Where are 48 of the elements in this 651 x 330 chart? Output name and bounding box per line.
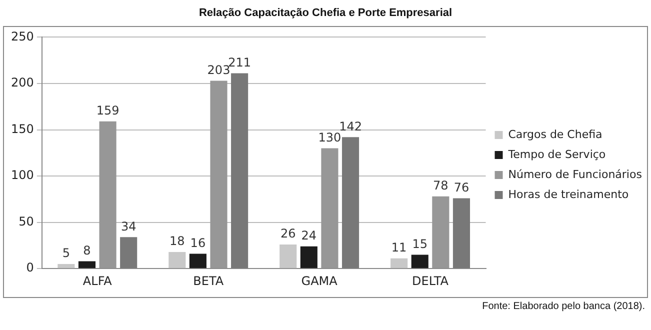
x-tick-label: ALFA bbox=[82, 274, 113, 288]
data-label: 16 bbox=[190, 236, 206, 250]
bar bbox=[280, 244, 297, 268]
data-label: 11 bbox=[391, 240, 407, 255]
legend-label: Número de Funcionários bbox=[508, 168, 642, 181]
bar bbox=[78, 261, 96, 268]
source-note: Fonte: Elaborado pelo banca (2018). bbox=[481, 301, 646, 312]
data-label: 5 bbox=[62, 246, 70, 260]
data-label: 203 bbox=[207, 62, 230, 77]
bar bbox=[411, 254, 428, 268]
data-label: 18 bbox=[170, 234, 185, 248]
bar bbox=[58, 264, 75, 268]
legend-label: Tempo de Serviço bbox=[507, 148, 606, 161]
y-tick-label: 150 bbox=[11, 122, 34, 136]
y-tick-label: 250 bbox=[11, 29, 34, 44]
data-label: 76 bbox=[454, 180, 470, 194]
y-tick-label: 0 bbox=[26, 260, 34, 275]
y-tick-label: 50 bbox=[18, 214, 34, 228]
bar bbox=[342, 137, 360, 268]
bar bbox=[210, 80, 228, 268]
bar bbox=[452, 198, 470, 268]
data-label: 15 bbox=[412, 236, 428, 251]
bar bbox=[168, 252, 186, 268]
x-tick-label: BETA bbox=[193, 274, 224, 288]
bar bbox=[189, 254, 206, 268]
data-label: 130 bbox=[318, 130, 342, 144]
data-label: 24 bbox=[301, 228, 317, 243]
bar bbox=[321, 148, 338, 268]
y-tick-label: 100 bbox=[11, 168, 34, 182]
data-label: 211 bbox=[228, 55, 252, 70]
y-tick-label: 200 bbox=[11, 76, 34, 90]
data-label: 159 bbox=[96, 104, 120, 118]
bar bbox=[120, 237, 138, 268]
chart-title: Relação Capacitação Chefia e Porte Empresarial bbox=[198, 6, 454, 21]
data-label: 26 bbox=[280, 226, 296, 241]
x-tick-label: GAMA bbox=[301, 274, 338, 288]
data-label: 8 bbox=[83, 243, 91, 258]
bar bbox=[390, 258, 408, 268]
bar bbox=[432, 196, 450, 268]
bar bbox=[231, 73, 248, 268]
legend-label: Cargos de Chefia bbox=[508, 128, 602, 141]
x-tick-label: DELTA bbox=[412, 274, 450, 288]
data-label: 78 bbox=[433, 178, 448, 193]
bar bbox=[99, 121, 116, 268]
bar bbox=[300, 246, 318, 268]
legend-label: Horas de treinamento bbox=[508, 188, 629, 201]
data-label: 142 bbox=[339, 119, 362, 134]
data-label: 34 bbox=[120, 219, 136, 234]
